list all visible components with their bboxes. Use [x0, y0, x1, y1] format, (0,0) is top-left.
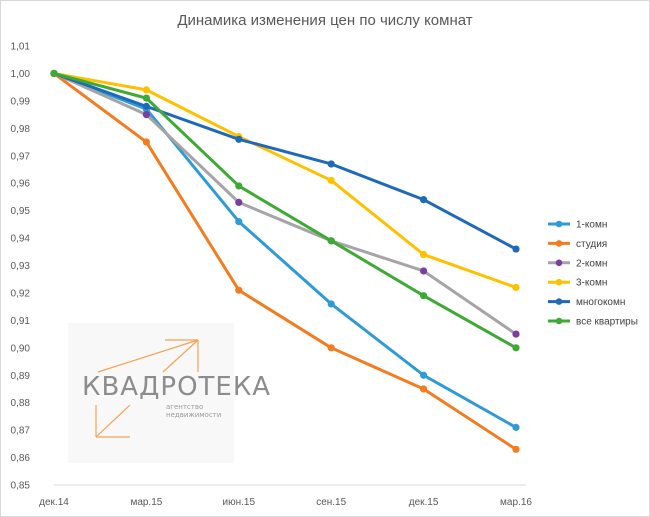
x-tick-label: мар.15: [130, 497, 162, 508]
legend-marker: [555, 317, 563, 325]
series-line: [53, 71, 517, 350]
legend-label: все квартиры: [576, 317, 638, 328]
data-point: [235, 218, 243, 226]
logo-arrow-icon: [95, 339, 199, 438]
y-tick-label: 0,94: [11, 234, 31, 245]
series-layer: [50, 69, 520, 453]
y-tick-label: 0,98: [11, 124, 31, 135]
data-point: [420, 292, 428, 300]
y-tick-label: 0,85: [11, 481, 31, 492]
data-point: [235, 286, 243, 294]
legend-item: 3-комн: [548, 278, 607, 289]
data-point: [420, 371, 428, 379]
legend-marker: [555, 259, 563, 267]
legend-label: многокомн: [576, 297, 625, 308]
data-point: [512, 245, 520, 253]
legend-marker: [555, 278, 563, 286]
data-point: [327, 237, 335, 245]
data-point: [512, 423, 520, 431]
logo-tagline-line2: недвижимости: [166, 411, 221, 419]
y-tick-label: 0,92: [11, 288, 31, 299]
y-tick-label: 0,87: [11, 426, 31, 437]
series-5: [50, 69, 520, 352]
data-point: [420, 267, 428, 275]
y-tick-label: 1,01: [11, 42, 31, 53]
data-point: [142, 102, 150, 110]
y-tick-label: 0,90: [11, 343, 31, 354]
logo: КВАДРОТЕКА агентство недвижимости: [68, 323, 271, 463]
y-tick-label: 0,86: [11, 453, 31, 464]
data-point: [512, 283, 520, 292]
y-tick-label: 0,93: [11, 261, 31, 272]
data-point: [142, 86, 150, 94]
x-tick-label: дек.14: [39, 497, 69, 508]
legend-item: многокомн: [548, 297, 625, 308]
data-point: [327, 344, 335, 352]
legend-label: 2-комн: [576, 258, 607, 269]
data-point: [327, 160, 335, 168]
logo-name: КВАДРОТЕКА: [82, 372, 271, 402]
x-tick-label: мар.16: [500, 497, 532, 508]
legend-label: 3-комн: [576, 278, 607, 289]
data-point: [142, 138, 150, 146]
y-tick-label: 0,88: [11, 398, 31, 409]
series-line: [53, 72, 517, 251]
legend-marker: [555, 298, 563, 305]
y-tick-label: 0,91: [11, 316, 31, 327]
legend-marker: [555, 240, 563, 247]
data-point: [235, 182, 243, 190]
chart-title: Динамика изменения цен по числу комнат: [177, 12, 473, 29]
legend-item: 1-комн: [548, 220, 607, 231]
legend-item: все квартиры: [548, 317, 638, 328]
data-point: [142, 110, 150, 119]
series-line: [53, 72, 517, 451]
y-tick-label: 0,99: [11, 96, 31, 107]
y-tick-label: 0,97: [11, 151, 31, 162]
data-point: [50, 69, 58, 78]
y-tick-label: 1,00: [11, 69, 31, 80]
y-tick-label: 0,95: [11, 206, 31, 217]
axes: 0,85 0,86 0,87 0,88 0,89 0,90 0,91 0,92 0,93 0,94…: [11, 42, 533, 509]
data-point: [420, 250, 428, 259]
data-point: [512, 344, 520, 352]
data-point: [235, 135, 243, 143]
legend-marker: [555, 220, 563, 228]
data-point: [420, 385, 428, 393]
y-tick-label: 0,96: [11, 179, 31, 190]
data-point: [327, 300, 335, 308]
x-tick-label: июн.15: [223, 497, 256, 508]
x-tick-label: дек.15: [409, 497, 439, 508]
series-line: [53, 72, 517, 429]
y-tick-label: 0,89: [11, 371, 31, 382]
series-line: [53, 72, 517, 336]
legend: 1-комн студия 2-комн 3-комн многокомн все ква…: [548, 220, 638, 328]
legend-item: студия: [548, 239, 607, 250]
series-2: [50, 69, 520, 338]
series-4: [50, 69, 520, 253]
x-tick-label: сен.15: [316, 497, 346, 508]
legend-label: 1-комн: [576, 220, 607, 231]
data-point: [235, 198, 243, 206]
logo-backdrop: [68, 323, 234, 463]
legend-item: 2-комн: [548, 258, 607, 269]
data-point: [327, 176, 335, 185]
logo-tagline-line1: агентство: [166, 403, 203, 411]
data-point: [142, 94, 150, 102]
legend-label: студия: [576, 239, 607, 250]
data-point: [512, 330, 520, 338]
data-point: [420, 196, 428, 204]
series-line: [53, 71, 517, 289]
data-point: [512, 445, 520, 453]
